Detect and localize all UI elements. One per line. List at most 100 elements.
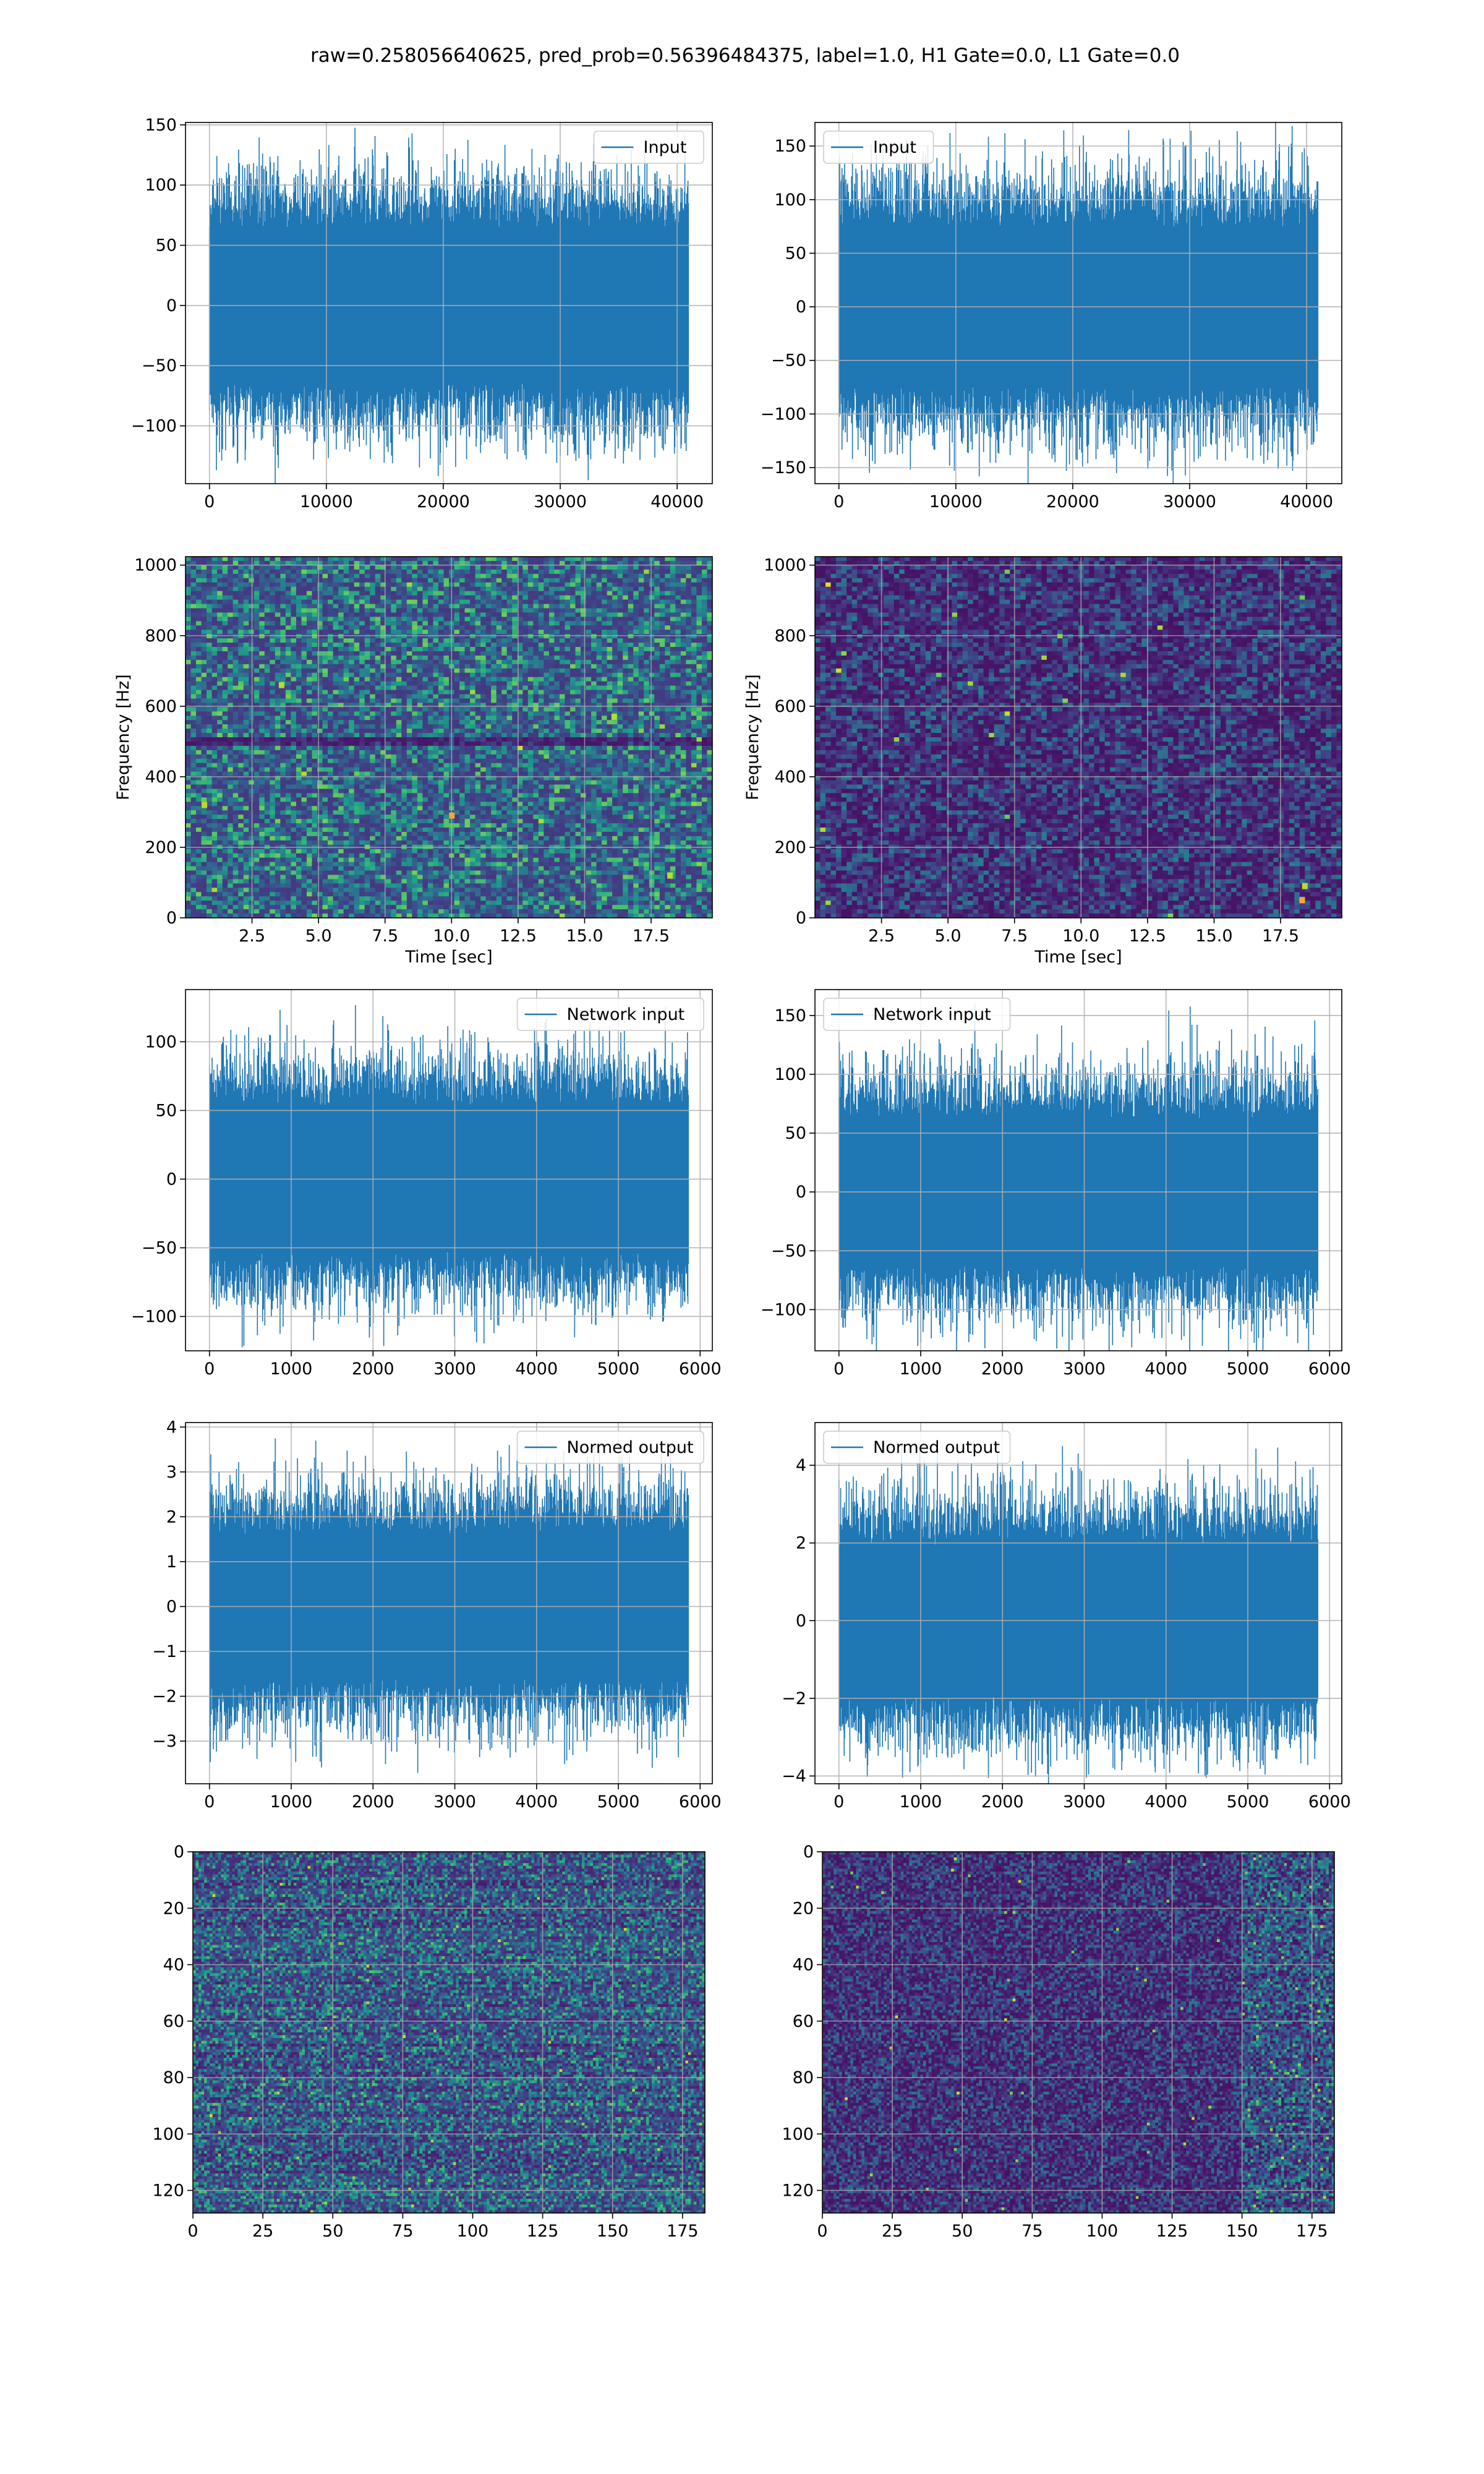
y-tick-label: −4 [782,1766,806,1786]
y-tick-label: 150 [774,1006,806,1025]
y-tick-label: 400 [145,768,177,787]
x-tick-label: 100 [1086,2222,1119,2241]
x-tick-label: 5.0 [935,927,962,946]
y-tick-label: 200 [774,838,806,857]
legend: Normed output [518,1431,704,1463]
hotspot-cell [279,682,284,688]
legend-label: Normed output [567,1438,694,1457]
x-tick-label: 20000 [1046,492,1099,511]
x-tick-label: 30000 [534,492,587,511]
y-tick-label: 150 [774,137,806,156]
x-tick-label: 0 [187,2222,198,2241]
x-tick-label: 10.0 [433,927,470,946]
x-tick-label: 50 [322,2222,343,2241]
x-tick-label: 5000 [1227,1359,1269,1379]
x-tick-label: 1000 [900,1359,942,1379]
y-tick-label: 120 [782,2181,814,2201]
legend: Input [824,131,934,163]
y-tick-label: 60 [793,2012,814,2031]
x-tick-label: 40000 [1280,492,1333,511]
x-tick-label: 75 [392,2222,413,2241]
y-axis-label: Frequency [Hz] [114,674,133,800]
x-tick-label: 5.0 [305,927,332,946]
x-tick-label: 6000 [679,1792,722,1812]
x-tick-label: 25 [882,2222,903,2241]
legend: Network input [824,998,1010,1030]
y-tick-label: 600 [145,697,177,716]
x-tick-label: 7.5 [1001,927,1028,946]
y-tick-label: −50 [142,356,177,375]
y-tick-label: 0 [166,909,177,928]
x-tick-label: 7.5 [372,927,398,946]
x-tick-label: 1000 [270,1359,313,1379]
y-tick-label: 150 [145,116,177,135]
y-tick-label: 1000 [764,556,806,575]
x-tick-label: 10000 [929,492,983,511]
x-tick-label: 10000 [300,492,353,511]
x-tick-label: 0 [817,2222,827,2241]
x-tick-label: 5000 [597,1792,640,1812]
x-tick-label: 17.5 [1262,927,1299,946]
hotspot-cell [202,802,207,808]
y-tick-label: −1 [152,1642,177,1661]
x-tick-label: 75 [1021,2222,1043,2241]
y-tick-label: 50 [785,244,806,263]
x-tick-label: 40000 [650,492,704,511]
y-tick-label: 0 [796,1183,806,1202]
x-tick-label: 5000 [1227,1792,1269,1812]
y-tick-label: 100 [145,176,177,195]
y-tick-label: −100 [131,1307,177,1326]
subplot-l1-spectrogram: 2.5 5.0 7.5 10.0 12.5 15.0 17.5020040060080010… [743,556,1342,967]
y-tick-label: −150 [761,458,806,477]
x-tick-label: 0 [204,1359,215,1379]
x-tick-label: 4000 [1145,1359,1187,1379]
y-tick-label: 100 [774,190,806,210]
y-tick-label: 4 [796,1456,806,1475]
x-tick-label: 150 [597,2222,629,2241]
y-tick-label: 40 [793,1956,814,1975]
y-tick-label: 20 [793,1899,814,1918]
x-tick-label: 12.5 [1129,927,1166,946]
legend-label: Network input [873,1005,991,1024]
x-axis-label: Time [sec] [1034,948,1122,967]
x-tick-label: 3000 [1063,1792,1106,1812]
x-tick-label: 3000 [433,1359,476,1379]
x-tick-label: 125 [1156,2222,1188,2241]
y-tick-label: 3 [166,1463,177,1482]
y-tick-label: −100 [761,404,806,424]
y-tick-label: 400 [774,768,806,787]
x-tick-label: 17.5 [633,927,670,946]
y-tick-label: 200 [145,838,177,857]
y-tick-label: 40 [163,1956,184,1975]
legend: Network input [518,998,704,1030]
x-tick-label: 2000 [352,1792,394,1812]
y-tick-label: −100 [761,1300,806,1319]
x-tick-label: 175 [1296,2222,1328,2241]
legend-label: Normed output [873,1438,1000,1457]
y-tick-label: 800 [774,627,806,646]
y-tick-label: 2 [166,1507,177,1526]
legend-label: Input [873,138,916,157]
x-tick-label: 50 [952,2222,973,2241]
legend: Normed output [824,1431,1010,1463]
x-tick-label: 175 [667,2222,699,2241]
subplot-h1-spectrogram: 2.5 5.0 7.5 10.0 12.5 15.0 17.5020040060080010… [114,556,713,967]
y-tick-label: 50 [156,1101,177,1120]
y-tick-label: 80 [793,2068,814,2087]
x-tick-label: 6000 [1308,1359,1351,1379]
x-tick-label: 3000 [1063,1359,1106,1379]
y-tick-label: 1000 [134,556,177,575]
y-tick-label: 100 [782,2125,814,2144]
y-tick-label: 60 [163,2012,184,2031]
y-tick-label: −2 [782,1689,806,1708]
y-tick-label: 80 [163,2068,184,2087]
x-tick-label: 10.0 [1062,927,1099,946]
heatmap-cells [193,1852,706,2214]
y-tick-label: 0 [796,909,806,928]
y-tick-label: 4 [166,1418,177,1437]
x-tick-label: 0 [834,1359,844,1379]
y-tick-label: 20 [163,1899,184,1918]
y-tick-label: −2 [152,1687,177,1706]
x-tick-label: 0 [834,492,844,511]
